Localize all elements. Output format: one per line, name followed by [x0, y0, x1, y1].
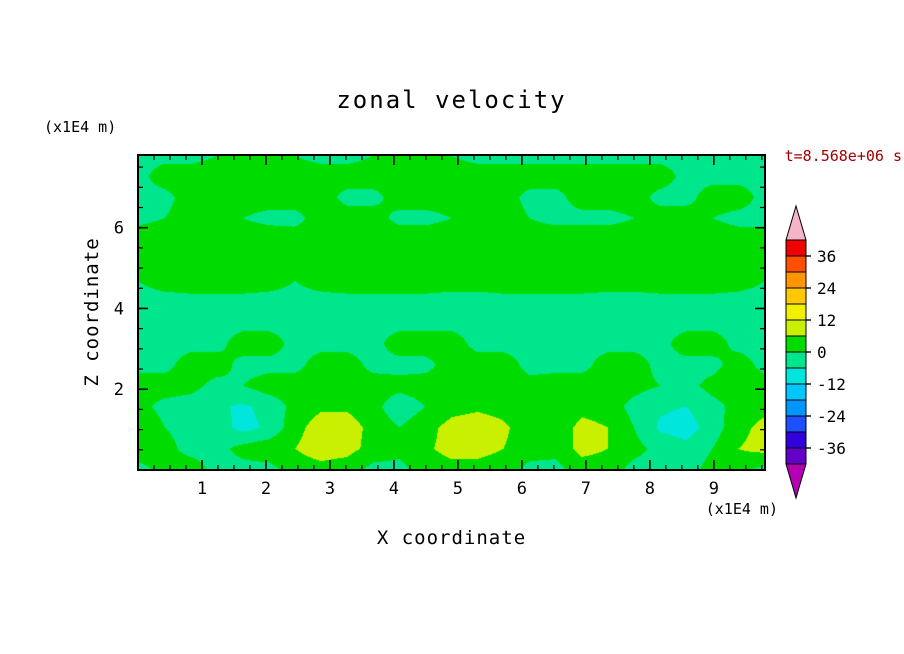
svg-text:2: 2 [261, 479, 271, 499]
svg-text:6: 6 [517, 479, 527, 499]
svg-text:36: 36 [817, 247, 836, 266]
y-axis-title: Z coordinate [81, 237, 103, 387]
svg-text:8: 8 [645, 479, 655, 499]
colorbar-over-arrow [785, 204, 807, 241]
svg-text:3: 3 [325, 479, 335, 499]
svg-text:4: 4 [389, 479, 399, 499]
svg-text:-24: -24 [817, 407, 846, 426]
svg-text:1: 1 [197, 479, 207, 499]
svg-text:4: 4 [114, 299, 124, 319]
svg-text:6: 6 [114, 219, 124, 239]
svg-text:7: 7 [581, 479, 591, 499]
svg-text:9: 9 [709, 479, 719, 499]
svg-text:5: 5 [453, 479, 463, 499]
x-axis-unit-label: (x1E4 m) [705, 500, 778, 518]
svg-text:-36: -36 [817, 439, 846, 458]
x-axis-title: X coordinate [376, 527, 527, 549]
svg-text:-12: -12 [817, 375, 846, 394]
colorbar: 36 24 12 0 -12 -24 -36 [785, 204, 846, 500]
plot-title: zonal velocity [336, 86, 567, 114]
colorbar-under-arrow [785, 463, 807, 500]
svg-text:2: 2 [114, 380, 124, 400]
contour-field-canvas [138, 155, 765, 470]
svg-text:0: 0 [817, 343, 827, 362]
y-axis-unit-label: (x1E4 m) [44, 118, 117, 136]
svg-text:24: 24 [817, 279, 836, 298]
svg-text:12: 12 [817, 311, 836, 330]
time-label: t=8.568e+06 s [784, 147, 902, 165]
